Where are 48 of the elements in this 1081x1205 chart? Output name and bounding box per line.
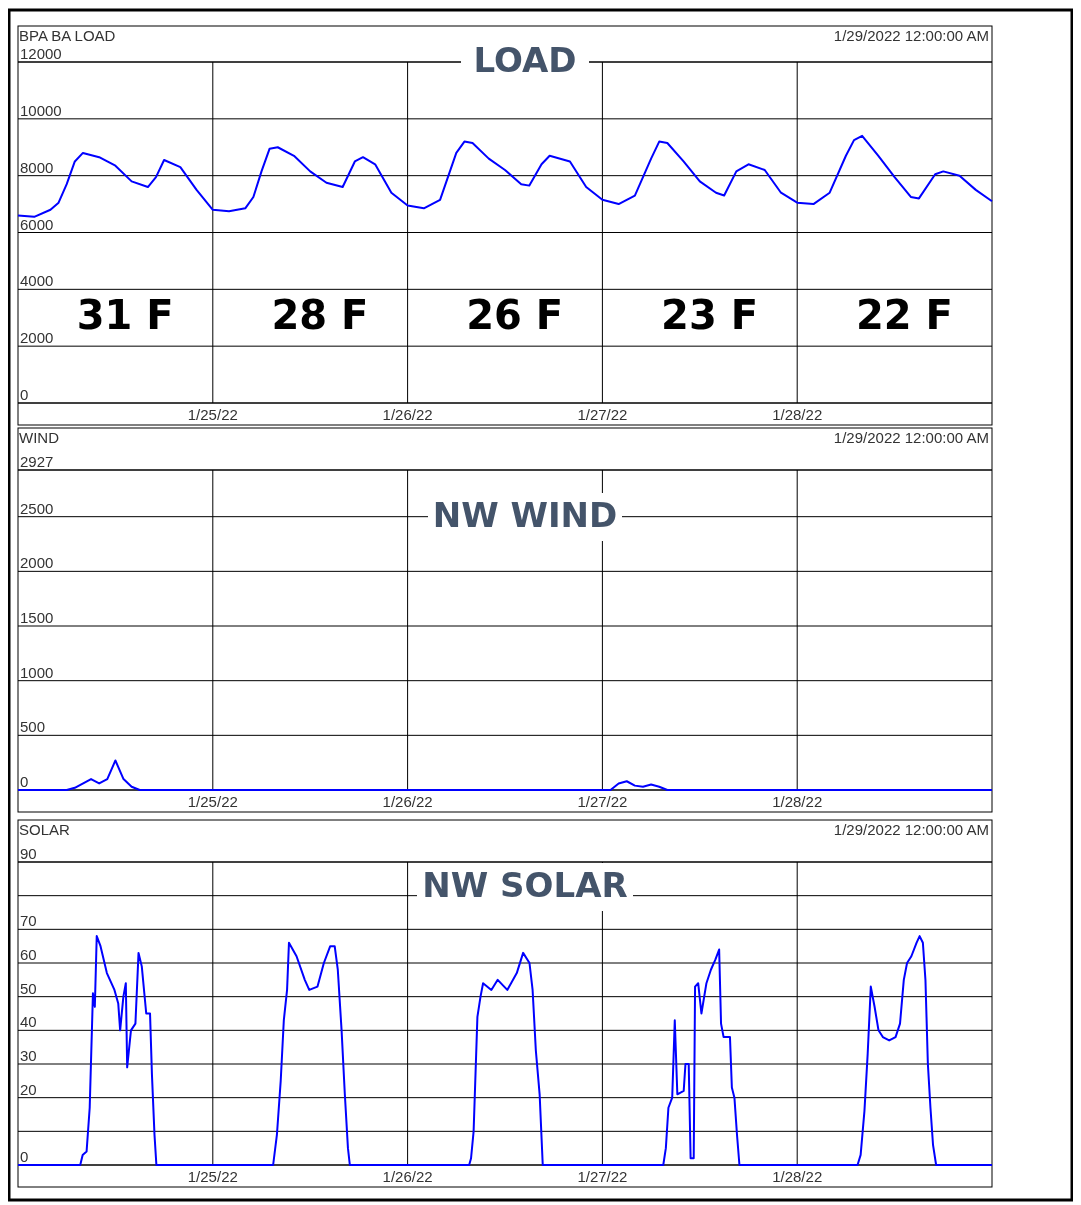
annotation: 22 F bbox=[855, 291, 953, 338]
y-tick-label: 6000 bbox=[20, 215, 54, 233]
y-tick-label: 20 bbox=[20, 1080, 37, 1098]
y-tick-label: 0 bbox=[20, 773, 29, 790]
text: 1/29/2022 12:00:00 AM bbox=[833, 27, 989, 44]
x-tick-label: 1/27/22 bbox=[577, 1168, 628, 1185]
y-tick-label: 2000 bbox=[20, 329, 54, 347]
x-tick-label: 1/28/22 bbox=[772, 793, 823, 810]
y-tick-label: 4000 bbox=[20, 272, 54, 290]
x-tick-label: 1/26/22 bbox=[382, 1168, 433, 1185]
y-tick-label: 60 bbox=[20, 946, 37, 963]
y-tick-label: 2500 bbox=[20, 499, 54, 517]
annotation: 26 F bbox=[466, 291, 564, 338]
x-tick-label: 1/26/22 bbox=[382, 406, 433, 423]
x-tick-label: 1/28/22 bbox=[772, 1168, 823, 1185]
y-tick-label: 50 bbox=[20, 979, 37, 997]
x-tick-label: 1/26/22 bbox=[382, 793, 433, 810]
y-tick-label: 30 bbox=[20, 1047, 37, 1064]
x-tick-label: 1/25/22 bbox=[187, 793, 238, 810]
chart-title: LOAD bbox=[473, 39, 577, 80]
y-tick-label: 1000 bbox=[20, 663, 54, 681]
chart-subtitle: SOLAR bbox=[19, 821, 71, 838]
chart-subtitle: BPA BA LOAD bbox=[19, 27, 116, 44]
annotation: 23 F bbox=[661, 291, 758, 338]
x-tick-label: 1/28/22 bbox=[772, 406, 823, 423]
y-tick-label: 500 bbox=[20, 718, 46, 736]
x-tick-label: 1/27/22 bbox=[577, 793, 628, 810]
x-tick-label: 1/25/22 bbox=[187, 1168, 238, 1185]
x-tick-label: 1/27/22 bbox=[577, 406, 628, 423]
y-tick-label: 10000 bbox=[20, 101, 62, 119]
chart-title: NW SOLAR bbox=[422, 864, 628, 905]
text: NW WIND bbox=[432, 494, 618, 535]
annotation: 28 F bbox=[271, 291, 369, 338]
y-tick-label: 0 bbox=[20, 386, 29, 403]
chart-subtitle: WIND bbox=[19, 429, 60, 446]
y-tick-label: 8000 bbox=[20, 158, 54, 176]
annotation: 31 F bbox=[76, 291, 174, 338]
y-tick-label: 2927 bbox=[20, 453, 54, 470]
text: 1/29/2022 12:00:00 AM bbox=[833, 821, 989, 838]
y-tick-label: 12000 bbox=[20, 45, 62, 62]
x-tick-label: 1/25/22 bbox=[187, 406, 238, 423]
y-tick-label: 90 bbox=[20, 845, 37, 862]
y-tick-label: 70 bbox=[20, 912, 37, 930]
y-tick-label: 2000 bbox=[20, 554, 54, 572]
y-tick-label: 0 bbox=[20, 1148, 29, 1165]
text: 1/29/2022 12:00:00 AM bbox=[833, 429, 989, 446]
y-tick-label: 40 bbox=[20, 1013, 37, 1031]
y-tick-label: 1500 bbox=[20, 609, 54, 627]
